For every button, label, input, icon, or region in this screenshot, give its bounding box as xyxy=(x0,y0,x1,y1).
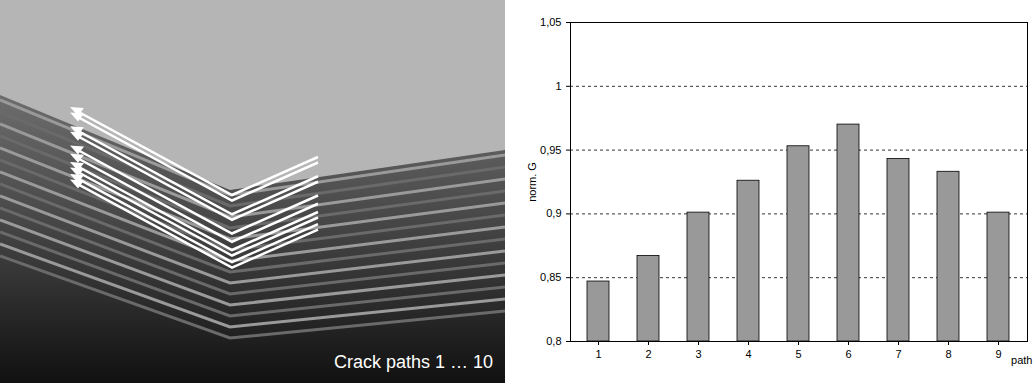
svg-text:4: 4 xyxy=(745,348,751,360)
svg-text:2: 2 xyxy=(645,348,651,360)
svg-text:1: 1 xyxy=(555,80,561,92)
svg-text:0,9: 0,9 xyxy=(546,207,561,219)
svg-text:7: 7 xyxy=(895,348,901,360)
svg-text:1,05: 1,05 xyxy=(540,16,561,28)
svg-text:9: 9 xyxy=(995,348,1001,360)
svg-text:0,8: 0,8 xyxy=(546,335,561,347)
svg-text:5: 5 xyxy=(795,348,801,360)
svg-text:1: 1 xyxy=(595,348,601,360)
svg-text:Crack paths 1 … 10: Crack paths 1 … 10 xyxy=(334,352,493,372)
svg-text:3: 3 xyxy=(695,348,701,360)
svg-text:8: 8 xyxy=(945,348,951,360)
svg-text:0,95: 0,95 xyxy=(540,144,561,156)
svg-text:path: path xyxy=(1011,354,1032,366)
svg-text:norm. G: norm. G xyxy=(526,162,538,202)
svg-text:6: 6 xyxy=(845,348,851,360)
svg-text:0,85: 0,85 xyxy=(540,271,561,283)
